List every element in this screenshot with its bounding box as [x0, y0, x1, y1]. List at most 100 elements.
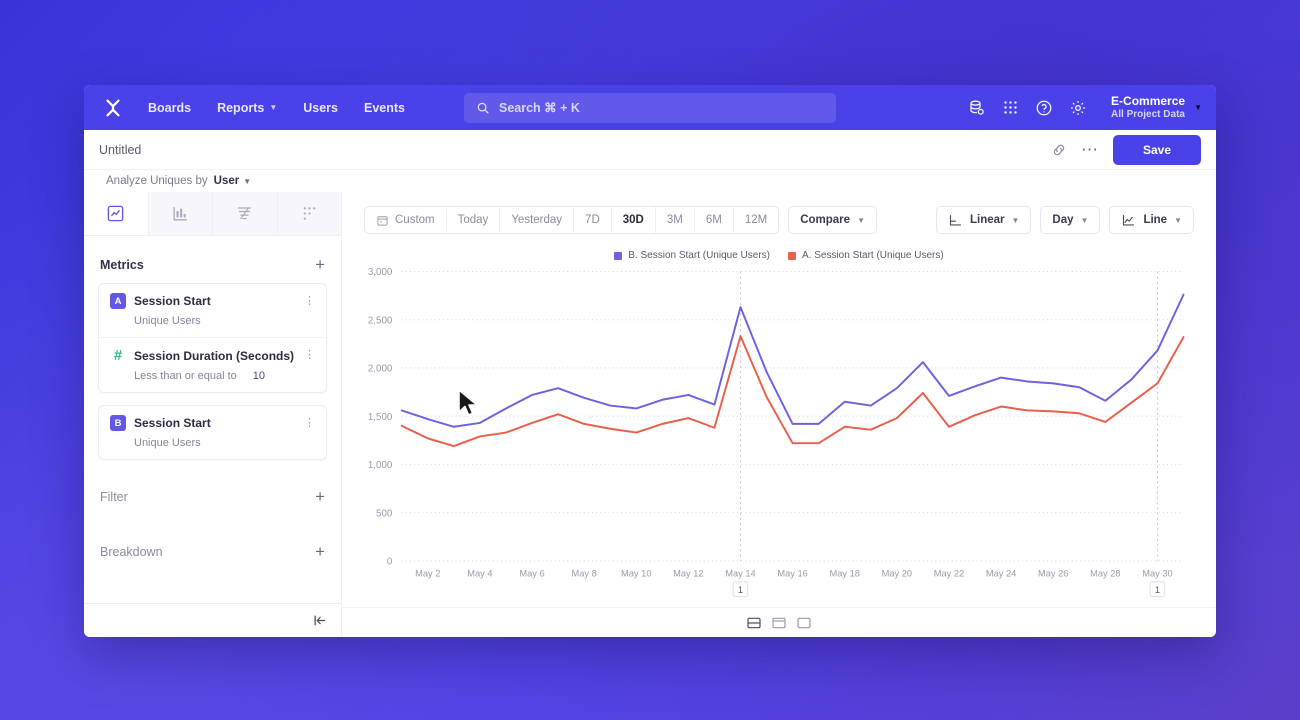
chart-plot-area[interactable]: 0 500 1,000 1,500 2,000 2,500 3,000 1 1 May 2 May … — [342, 261, 1216, 607]
metric-options-icon[interactable]: ⋮ — [304, 294, 315, 307]
metrics-section-header: Metrics + — [84, 236, 341, 283]
y-axis-tick-label: 2,000 — [368, 364, 393, 375]
scale-dropdown[interactable]: Linear ▼ — [935, 206, 1032, 234]
date-range-30d[interactable]: 30D — [612, 207, 656, 233]
date-range-label: 12M — [744, 214, 768, 226]
analyze-prefix-label: Analyze Uniques by — [106, 175, 208, 187]
split-horizontal-icon[interactable] — [746, 615, 762, 631]
sidebar-tab-trend-chart[interactable] — [84, 192, 149, 235]
metric-condition-value[interactable]: 10 — [252, 370, 265, 382]
chevron-down-icon: ▼ — [1080, 215, 1089, 225]
project-subtitle: All Project Data — [1111, 108, 1185, 120]
date-range-yesterday[interactable]: Yesterday — [500, 207, 575, 233]
metric-options-icon[interactable]: ⋮ — [304, 416, 315, 429]
nav-links: Boards Reports ▼ Users Events — [148, 101, 405, 115]
y-axis-tick-label: 0 — [387, 556, 393, 567]
legend-item-a[interactable]: A. Session Start (Unique Users) — [788, 250, 944, 261]
y-axis-tick-label: 1,500 — [368, 412, 393, 423]
legend-item-b[interactable]: B. Session Start (Unique Users) — [614, 250, 770, 261]
chevron-down-icon: ▼ — [243, 176, 252, 186]
panel-full-icon[interactable] — [796, 615, 812, 631]
collapse-panel-icon[interactable] — [312, 613, 327, 628]
x-axis-tick-label: May 14 — [725, 569, 755, 579]
chart-display-options: Linear ▼ Day ▼ Line ▼ — [935, 206, 1194, 234]
metric-badge-b: B — [110, 415, 126, 431]
metric-name: Session Duration (Seconds) — [134, 348, 295, 363]
scale-label: Linear — [969, 214, 1005, 226]
x-axis-tick-label: May 20 — [882, 569, 912, 579]
add-breakdown-button[interactable]: + — [315, 542, 325, 561]
line-chart-icon — [1123, 214, 1135, 225]
x-axis-tick-label: May 16 — [777, 569, 807, 579]
calendar-icon — [377, 215, 388, 226]
top-right-actions: E-Commerce All Project Data ▼ — [968, 94, 1202, 122]
nav-label-events: Events — [363, 100, 405, 115]
date-range-12m[interactable]: 12M — [734, 207, 778, 233]
metric-group: A Session Start ⋮ Unique Users # Session… — [98, 283, 327, 393]
charttype-dropdown[interactable]: Line ▼ — [1109, 206, 1194, 234]
save-button[interactable]: Save — [1112, 134, 1201, 165]
compare-dropdown[interactable]: Compare ▼ — [788, 206, 877, 234]
date-range-7d[interactable]: 7D — [574, 207, 612, 233]
nav-label-users: Users — [303, 100, 338, 115]
date-range-label: 30D — [622, 214, 644, 226]
ellipsis-icon[interactable]: ⋯ — [1080, 140, 1099, 159]
sidebar-tab-bar-chart[interactable] — [148, 192, 213, 235]
sidebar-tab-retention-grid[interactable] — [277, 192, 341, 235]
metric-name: Session Start — [134, 416, 211, 430]
sidebar-tabs — [84, 192, 341, 236]
date-range-label: Custom — [395, 214, 435, 226]
chevron-down-icon: ▼ — [1011, 215, 1020, 225]
metric-name: Session Start — [134, 294, 211, 308]
date-range-custom[interactable]: Custom — [365, 207, 447, 233]
metric-condition-label: Less than or equal to — [134, 370, 237, 382]
nav-item-events[interactable]: Events — [364, 101, 405, 115]
database-icon[interactable] — [968, 99, 986, 117]
metric-sublabel: Unique Users — [134, 437, 201, 449]
x-logo-icon[interactable] — [98, 94, 128, 122]
date-range-today[interactable]: Today — [447, 207, 501, 233]
nav-item-users[interactable]: Users — [303, 101, 338, 115]
page-title[interactable]: Untitled — [99, 142, 142, 157]
annotation-marker[interactable]: 1 — [1155, 585, 1160, 595]
add-metric-button[interactable]: + — [315, 255, 325, 274]
x-axis-tick-label: May 4 — [467, 569, 492, 579]
x-axis-tick-label: May 8 — [571, 569, 596, 579]
chevron-down-icon: ▼ — [1194, 103, 1202, 112]
metrics-title: Metrics — [100, 257, 144, 272]
search-placeholder: Search ⌘ + K — [499, 101, 580, 115]
nav-item-reports[interactable]: Reports ▼ — [217, 101, 277, 115]
help-icon[interactable] — [1035, 99, 1053, 117]
metric-options-icon[interactable]: ⋮ — [304, 349, 315, 361]
x-axis-tick-label: May 6 — [519, 569, 544, 579]
apps-grid-icon[interactable] — [1002, 99, 1019, 116]
x-axis-tick-label: May 24 — [986, 569, 1016, 579]
metric-row-session-duration[interactable]: # Session Duration (Seconds) ⋮ Less than… — [99, 337, 326, 392]
date-range-3m[interactable]: 3M — [656, 207, 695, 233]
y-axis-tick-label: 1,000 — [368, 460, 393, 471]
linear-scale-icon — [949, 214, 962, 225]
granularity-label: Day — [1052, 214, 1074, 226]
settings-gear-icon[interactable] — [1069, 99, 1087, 117]
link-icon[interactable] — [1051, 142, 1067, 158]
search-input[interactable]: Search ⌘ + K — [464, 92, 836, 123]
search-icon — [477, 102, 489, 114]
analyze-value-dropdown[interactable]: User — [213, 175, 240, 187]
metric-row-a[interactable]: A Session Start ⋮ Unique Users — [99, 284, 326, 337]
chart-layout-toggles — [342, 607, 1216, 637]
sidebar-tab-funnel-chart[interactable] — [213, 192, 278, 235]
chevron-down-icon: ▼ — [269, 103, 278, 112]
nav-item-boards[interactable]: Boards — [148, 101, 191, 115]
granularity-dropdown[interactable]: Day ▼ — [1040, 206, 1101, 234]
y-axis-tick-label: 3,000 — [368, 267, 393, 278]
x-axis-tick-label: May 22 — [934, 569, 964, 579]
x-axis-tick-label: May 12 — [673, 569, 703, 579]
project-selector[interactable]: E-Commerce All Project Data ▼ — [1111, 94, 1202, 122]
x-axis-tick-label: May 26 — [1038, 569, 1068, 579]
filter-section: Filter + — [84, 472, 341, 521]
add-filter-button[interactable]: + — [315, 487, 325, 506]
annotation-marker[interactable]: 1 — [738, 585, 743, 595]
metric-row-b[interactable]: B Session Start ⋮ Unique Users — [99, 406, 326, 459]
date-range-6m[interactable]: 6M — [695, 207, 734, 233]
panel-top-icon[interactable] — [771, 615, 787, 631]
